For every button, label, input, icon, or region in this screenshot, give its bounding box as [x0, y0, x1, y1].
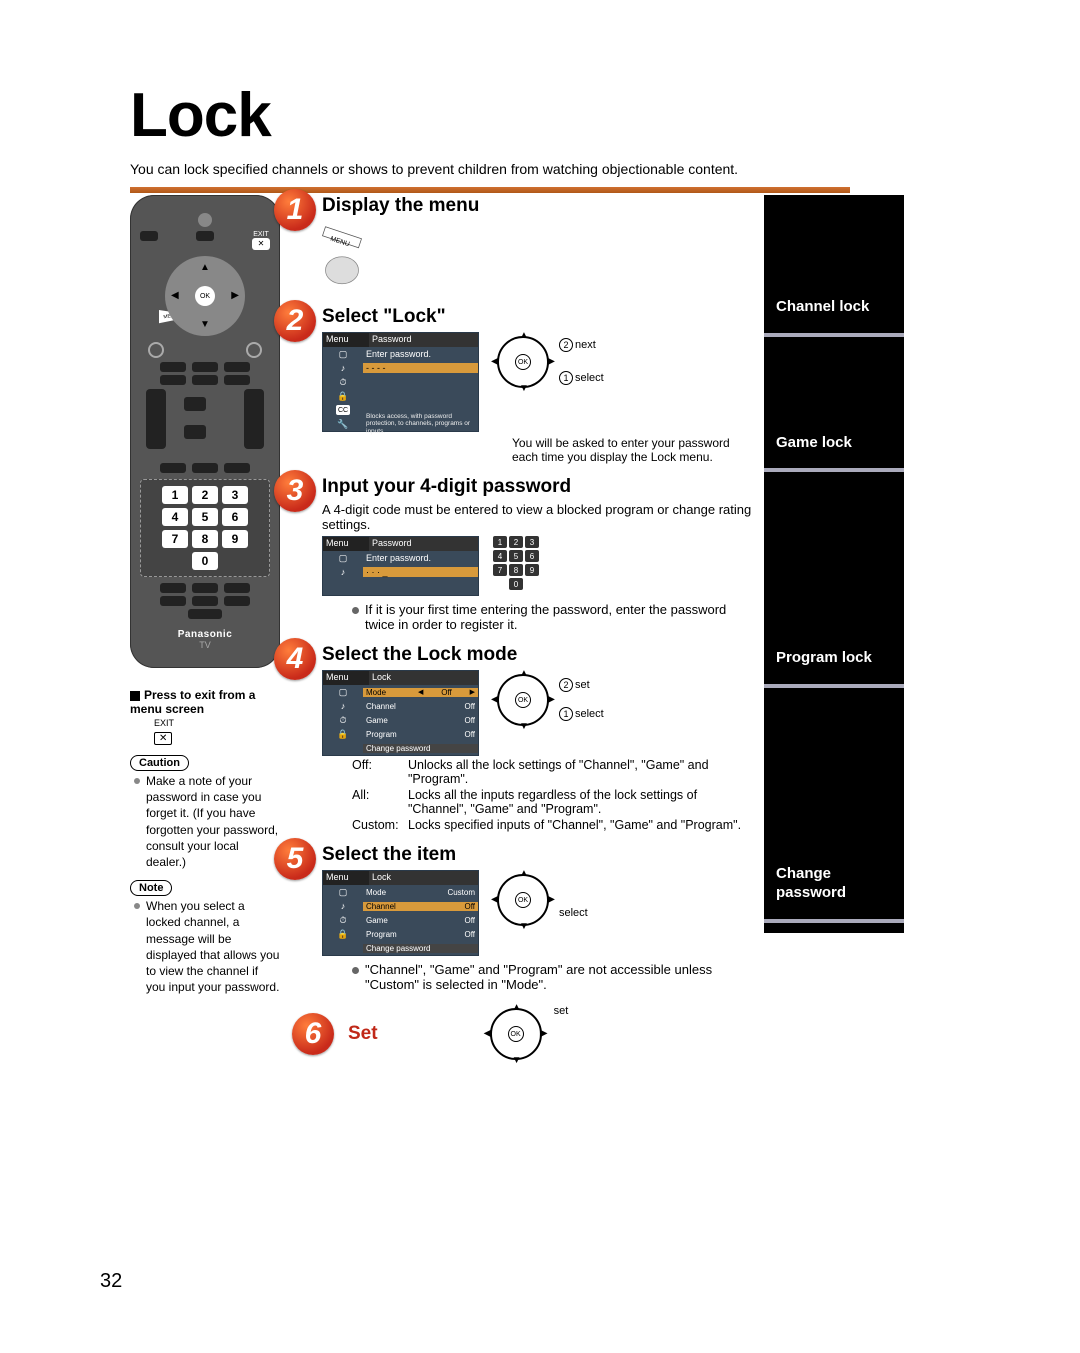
ok-button: OK [195, 286, 215, 306]
select-label: 1select [559, 707, 604, 722]
step-number-icon: 4 [274, 638, 316, 680]
step-4: 4 Select the Lock mode MenuLock ▢Mode◀Of… [292, 644, 752, 832]
step-2-title: Select "Lock" [322, 306, 752, 328]
select-label: 1select [559, 371, 604, 386]
osd-password-menu: MenuPassword ▢Enter password. ♪- - - - ⏱… [322, 332, 479, 432]
divider-bar [130, 187, 850, 193]
step-3-title: Input your 4-digit password [322, 476, 752, 498]
press-exit-heading: Press to exit from a menu screen [130, 688, 280, 716]
remote-control-illustration: EXIT ✕ MENU ▲ ▼ ◀ ▶ OK [130, 195, 280, 668]
exit-button-icon: ✕ [252, 238, 270, 250]
caution-pill: Caution [130, 755, 189, 771]
step-number-icon: 1 [274, 189, 316, 231]
step-5: 5 Select the item MenuLock ▢ModeCustom ♪… [292, 844, 752, 992]
brand-label: Panasonic [140, 629, 270, 640]
step-number-icon: 3 [274, 470, 316, 512]
dpad: MENU ▲ ▼ ◀ ▶ OK [165, 256, 245, 336]
dpad-icon: OK ▲▼◀▶ [493, 332, 553, 392]
page-title: Lock [130, 80, 1020, 151]
step-3-bullet: If it is your first time entering the pa… [352, 602, 752, 632]
sidebar: Channel lock Game lock Program lock Chan… [764, 195, 904, 933]
note-text: When you select a locked channel, a mess… [134, 898, 280, 995]
caution-text: Make a note of your password in case you… [134, 773, 280, 870]
keypad-icon: 123 456 789 0 [493, 536, 539, 590]
step-number-icon: 5 [274, 838, 316, 880]
step-number-icon: 2 [274, 300, 316, 342]
sidebar-item: Channel lock [764, 283, 904, 331]
next-label: 2next [559, 338, 604, 353]
osd-password-entry: MenuPassword ▢Enter password. ♪· · · _ [322, 536, 479, 596]
step-1-title: Display the menu [322, 195, 752, 217]
lock-mode-explain: Off:Unlocks all the lock settings of "Ch… [352, 758, 752, 832]
dpad-icon: OK ▲▼◀▶ [493, 670, 553, 730]
step-5-bullet: "Channel", "Game" and "Program" are not … [352, 962, 752, 992]
remote-numpad: 123 456 789 0 [140, 479, 270, 577]
step-3: 3 Input your 4-digit password A 4-digit … [292, 476, 752, 632]
dpad-icon: OK ▲▼◀▶ [493, 870, 553, 930]
step-4-title: Select the Lock mode [322, 644, 752, 666]
step-number-icon: 6 [292, 1013, 334, 1055]
note-pill: Note [130, 880, 172, 896]
menu-button-illustration: MENU [312, 221, 752, 294]
dpad-icon: OK ▲▼◀▶ [486, 1004, 546, 1064]
step-2: 2 Select "Lock" MenuPassword ▢Enter pass… [292, 306, 752, 464]
exit-icon: ✕ [154, 732, 172, 745]
select-label: select [559, 906, 588, 921]
step-3-subtitle: A 4-digit code must be entered to view a… [322, 502, 752, 532]
intro-text: You can lock specified channels or shows… [130, 161, 890, 177]
exit-label: EXIT [252, 231, 270, 238]
osd-lock-menu: MenuLock ▢Mode◀Off▶ ♪ChannelOff ⏱GameOff… [322, 670, 479, 756]
sidebar-item: Change password [764, 850, 904, 917]
sidebar-item: Game lock [764, 419, 904, 467]
step-1: 1 Display the menu MENU [292, 195, 752, 294]
set-label: set [554, 1004, 569, 1019]
step-2-hint: You will be asked to enter your password… [512, 436, 752, 464]
osd-lock-menu: MenuLock ▢ModeCustom ♪ChannelOff ⏱GameOf… [322, 870, 479, 956]
step-5-title: Select the item [322, 844, 752, 866]
page-number: 32 [100, 1270, 122, 1293]
sidebar-item: Program lock [764, 634, 904, 682]
step-6: 6 Set OK ▲▼◀▶ set [292, 1004, 752, 1064]
exit-small-label: EXIT [154, 718, 280, 728]
tv-label: TV [140, 640, 270, 650]
set-label: 2set [559, 678, 604, 693]
step-6-title: Set [348, 1023, 378, 1045]
